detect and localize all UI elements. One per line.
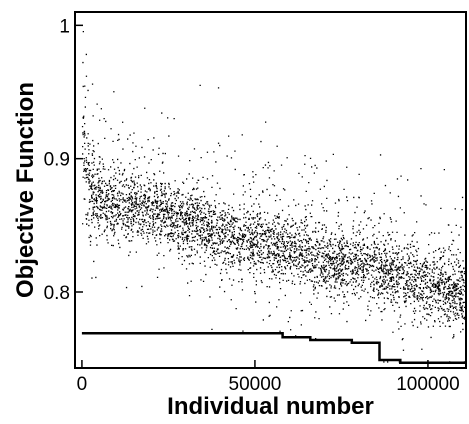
best-so-far-line xyxy=(81,332,466,364)
x-axis-title: Individual number xyxy=(167,393,374,420)
y-tick-label: 0.8 xyxy=(44,283,70,304)
scatter-points xyxy=(81,31,466,363)
y-tick-label: 1 xyxy=(59,16,70,37)
x-tick-label: 0 xyxy=(77,374,88,395)
best-so-far-polyline xyxy=(81,332,466,364)
y-tick-label: 0.9 xyxy=(44,150,70,171)
x-tick-label: 100000 xyxy=(396,374,459,395)
axis-ticks: 0 50000 100000 0.8 0.9 1 xyxy=(44,16,460,395)
y-axis-title: Objective Function xyxy=(12,82,39,298)
plot-frame xyxy=(74,11,467,369)
scatter-point-cloud xyxy=(81,31,466,363)
x-tick-label: 50000 xyxy=(229,374,282,395)
